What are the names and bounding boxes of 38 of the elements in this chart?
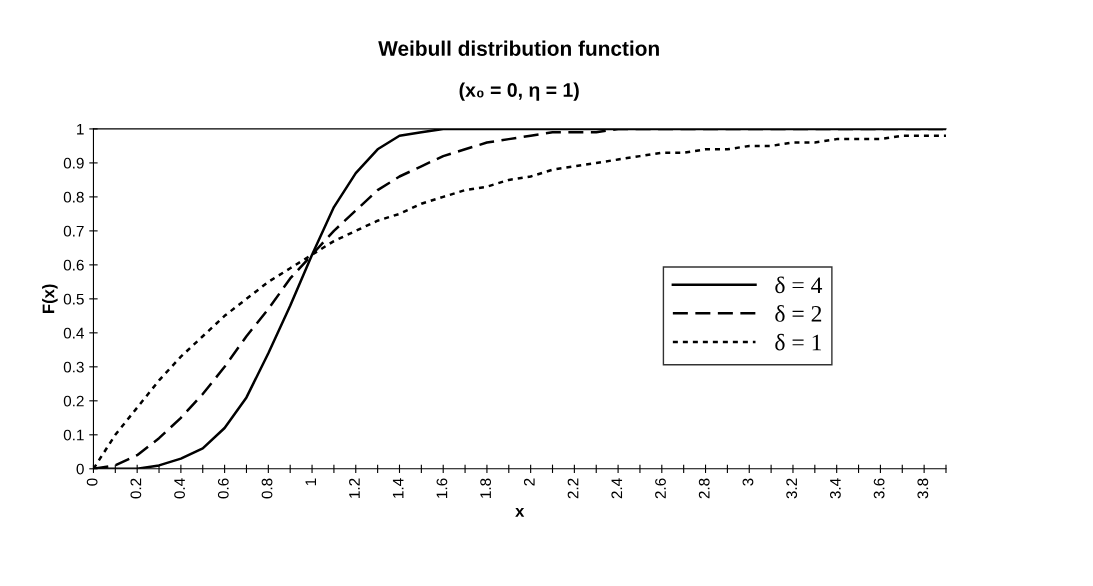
x-tick-label: 3.6 xyxy=(873,478,885,499)
x-tick-label: 2.8 xyxy=(698,478,710,499)
y-axis-title: F(x) xyxy=(42,284,58,314)
y-tick-label: 0.6 xyxy=(63,259,84,271)
x-tick-label: 0.8 xyxy=(261,478,273,499)
x-tick-label: 0 xyxy=(86,478,98,486)
y-tick-label: 1 xyxy=(77,123,84,135)
x-tick-label: 2.2 xyxy=(567,478,579,499)
x-tick-label: 2.4 xyxy=(611,478,623,499)
x-tick-label: 1.2 xyxy=(349,478,360,498)
x-tick-label: 3.8 xyxy=(917,478,929,499)
x-axis-title: x xyxy=(515,507,525,517)
x-tick-label: 2.6 xyxy=(655,478,666,499)
x-tick-label: 0.6 xyxy=(217,478,229,499)
x-tick-label: 1.8 xyxy=(480,478,492,498)
legend-label: δ = 4 xyxy=(775,276,823,294)
x-tick-label: 3.4 xyxy=(829,478,841,499)
y-tick-label: 0.5 xyxy=(63,293,84,305)
y-tick-label: 0.3 xyxy=(63,361,84,373)
chart-title: Weibull distribution function xyxy=(378,40,659,56)
y-tick-label: 0.7 xyxy=(63,225,84,237)
y-tick-label: 0 xyxy=(76,463,84,475)
x-tick-label: 0.4 xyxy=(174,478,185,499)
chart-subtitle: (x₀ = 0, η = 1) xyxy=(459,82,579,101)
x-tick-label: 3 xyxy=(742,478,754,486)
x-tick-label: 3.2 xyxy=(786,478,798,499)
y-tick-label: 0.8 xyxy=(63,191,84,203)
y-tick-label: 0.9 xyxy=(63,157,84,169)
x-tick-label: 0.2 xyxy=(130,478,142,499)
x-tick-label: 1 xyxy=(305,478,316,486)
legend-label: δ = 2 xyxy=(775,305,822,322)
y-tick-label: 0.2 xyxy=(63,395,84,407)
legend-label: δ = 1 xyxy=(775,333,822,351)
x-tick-label: 1.6 xyxy=(436,478,448,498)
y-tick-label: 0.4 xyxy=(63,327,84,339)
y-tick-label: 0.1 xyxy=(63,429,84,441)
x-tick-label: 2 xyxy=(523,478,535,486)
x-tick-label: 1.4 xyxy=(392,478,404,498)
